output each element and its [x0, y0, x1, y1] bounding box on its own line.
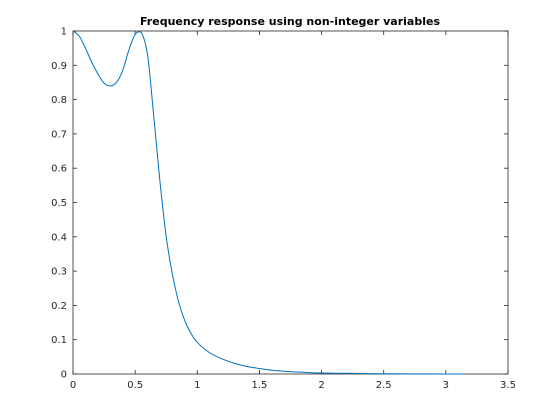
- y-tick-label: 0.1: [51, 335, 67, 346]
- data-point: [160, 181, 161, 182]
- data-point: [178, 301, 179, 302]
- data-point: [184, 320, 185, 321]
- data-point: [91, 61, 92, 62]
- y-tick-label: 0.6: [51, 164, 67, 175]
- data-point: [166, 236, 167, 237]
- x-tick-label: 2.5: [376, 380, 392, 391]
- data-point: [247, 366, 248, 367]
- data-point: [104, 83, 105, 84]
- data-point: [284, 371, 285, 372]
- data-point: [191, 333, 192, 334]
- data-point: [197, 342, 198, 343]
- data-point: [271, 370, 272, 371]
- y-tick-label: 0.5: [51, 198, 67, 209]
- x-tick-label: 0: [70, 380, 76, 391]
- plot-area: [72, 30, 509, 375]
- data-point: [259, 368, 260, 369]
- x-tick-label: 1: [194, 380, 200, 391]
- y-tick-label: 0.4: [51, 232, 67, 243]
- y-axis: 0 0.1 0.2 0.3 0.4 0.5 0.6 0.7 0.8 0.9 1: [51, 27, 508, 381]
- data-point: [110, 85, 111, 86]
- y-tick-label: 0.9: [51, 61, 67, 72]
- y-tick-label: 0.7: [51, 129, 67, 140]
- x-axis: 0 0.5 1 1.5 2 2.5 3 3.5: [70, 31, 516, 391]
- data-point: [209, 352, 210, 353]
- data-point: [116, 82, 117, 83]
- data-point: [147, 55, 148, 56]
- data-point: [309, 372, 310, 373]
- data-point: [97, 73, 98, 74]
- data-point: [296, 371, 297, 372]
- y-tick-label: 0: [61, 370, 67, 381]
- data-point: [346, 373, 347, 374]
- data-point: [371, 373, 372, 374]
- data-point: [445, 373, 446, 374]
- data-point: [79, 36, 80, 37]
- data-point: [153, 116, 154, 117]
- series-layer: [72, 30, 464, 375]
- y-tick-label: 0.8: [51, 95, 67, 106]
- data-point: [135, 34, 136, 35]
- y-tick-label: 0.3: [51, 267, 67, 278]
- y-tick-label: 0.2: [51, 301, 67, 312]
- data-point: [141, 32, 142, 33]
- y-tick-label: 1: [61, 27, 67, 38]
- x-tick-label: 0.5: [127, 380, 143, 391]
- data-point: [172, 274, 173, 275]
- data-point: [122, 70, 123, 71]
- data-point: [321, 372, 322, 373]
- x-tick-label: 2: [318, 380, 324, 391]
- data-point: [222, 358, 223, 359]
- data-point: [421, 373, 422, 374]
- axes-box: [72, 30, 509, 375]
- data-point: [234, 363, 235, 364]
- data-point: [463, 374, 464, 375]
- series-line: [72, 30, 464, 375]
- data-point: [73, 31, 74, 32]
- x-tick-label: 1.5: [251, 380, 267, 391]
- data-point: [396, 373, 397, 374]
- chart-title: Frequency response using non-integer var…: [140, 15, 440, 28]
- x-tick-label: 3.5: [500, 380, 516, 391]
- data-point: [128, 49, 129, 50]
- data-point: [85, 48, 86, 49]
- x-tick-label: 3: [443, 380, 449, 391]
